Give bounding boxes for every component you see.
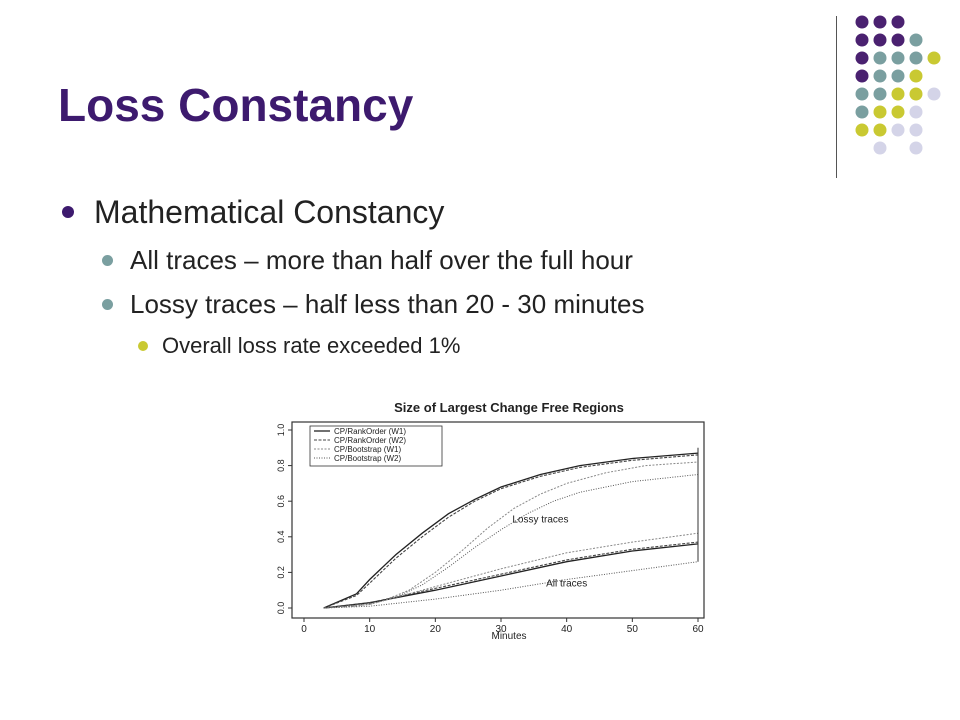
x-tick-label: 50 [627, 624, 639, 635]
chart-annotation: Lossy traces [512, 515, 568, 526]
series-line [323, 454, 699, 609]
decor-dot [855, 123, 869, 137]
legend-entry: CP/Bootstrap (W2) [334, 454, 401, 463]
decor-dot [873, 69, 887, 83]
decor-dot [891, 87, 905, 101]
series-line [323, 541, 699, 609]
bullet-level-2: All traces – more than half over the ful… [58, 240, 918, 284]
legend-entry: CP/RankOrder (W2) [334, 436, 406, 445]
decor-dot [855, 15, 869, 29]
decor-dot [855, 87, 869, 101]
series-line [323, 561, 699, 609]
x-tick-label: 40 [561, 624, 573, 635]
decor-dot [909, 69, 923, 83]
decor-dot [909, 87, 923, 101]
decor-dot [873, 87, 887, 101]
decor-dot [873, 123, 887, 137]
bullet-level-3: Overall loss rate exceeded 1% [58, 328, 918, 366]
decor-dot [891, 69, 905, 83]
decor-dot [855, 69, 869, 83]
decor-dot [909, 51, 923, 65]
decor-dot [873, 141, 887, 155]
chart-annotation: All traces [546, 579, 587, 590]
decor-dot [855, 51, 869, 65]
series-line [323, 474, 699, 609]
x-axis-label: Minutes [491, 631, 526, 642]
header-divider-line [836, 16, 837, 178]
decor-dot [927, 51, 941, 65]
decor-dot [855, 33, 869, 47]
bullet-level-1: Mathematical Constancy [58, 190, 918, 240]
decor-dot [891, 105, 905, 119]
legend-entry: CP/RankOrder (W1) [334, 427, 406, 436]
y-tick-label: 0.2 [276, 566, 286, 579]
x-tick-label: 30 [495, 624, 507, 635]
slide-title: Loss Constancy [58, 79, 414, 131]
decor-dot [855, 105, 869, 119]
y-tick-label: 0.0 [276, 602, 286, 615]
decor-dot [891, 15, 905, 29]
annotation-group: Lossy traces All traces [512, 515, 587, 590]
x-tick-label: 60 [692, 624, 704, 635]
series-line [323, 452, 699, 609]
x-tick-label: 0 [301, 624, 307, 635]
y-tick-label: 0.6 [276, 495, 286, 508]
chart-legend: CP/RankOrder (W1)CP/RankOrder (W2)CP/Boo… [309, 425, 443, 467]
decor-dot [909, 105, 923, 119]
legend-box [309, 425, 443, 467]
decor-dot [909, 141, 923, 155]
series-group [323, 447, 699, 609]
line-chart: Size of Largest Change Free Regions 0.00… [276, 400, 705, 642]
decor-dot [873, 105, 887, 119]
decor-dot [927, 87, 941, 101]
y-tick-label: 0.4 [276, 531, 286, 544]
decor-dot [873, 15, 887, 29]
decor-dot [891, 33, 905, 47]
y-tick-label: 1.0 [276, 424, 286, 437]
decor-dot [909, 123, 923, 137]
legend-entry: CP/Bootstrap (W1) [334, 445, 401, 454]
decorative-dot-grid [855, 15, 941, 155]
bullet-level-2: Lossy traces – half less than 20 - 30 mi… [58, 284, 918, 328]
x-axis: 0 10 20 30 40 50 60 [301, 618, 704, 635]
bullet-list: Mathematical Constancy All traces – more… [58, 190, 918, 366]
plot-frame [291, 421, 705, 619]
decor-dot [909, 33, 923, 47]
decor-dot [873, 33, 887, 47]
y-axis: 0.0 0.2 0.4 0.6 0.8 1.0 [276, 424, 292, 615]
decor-dot [891, 123, 905, 137]
decor-dot [891, 51, 905, 65]
y-tick-label: 0.8 [276, 459, 286, 472]
x-tick-label: 10 [364, 624, 376, 635]
x-tick-label: 20 [430, 624, 442, 635]
series-line [323, 532, 699, 609]
chart-title: Size of Largest Change Free Regions [394, 400, 624, 415]
decor-dot [873, 51, 887, 65]
series-line [323, 543, 699, 609]
